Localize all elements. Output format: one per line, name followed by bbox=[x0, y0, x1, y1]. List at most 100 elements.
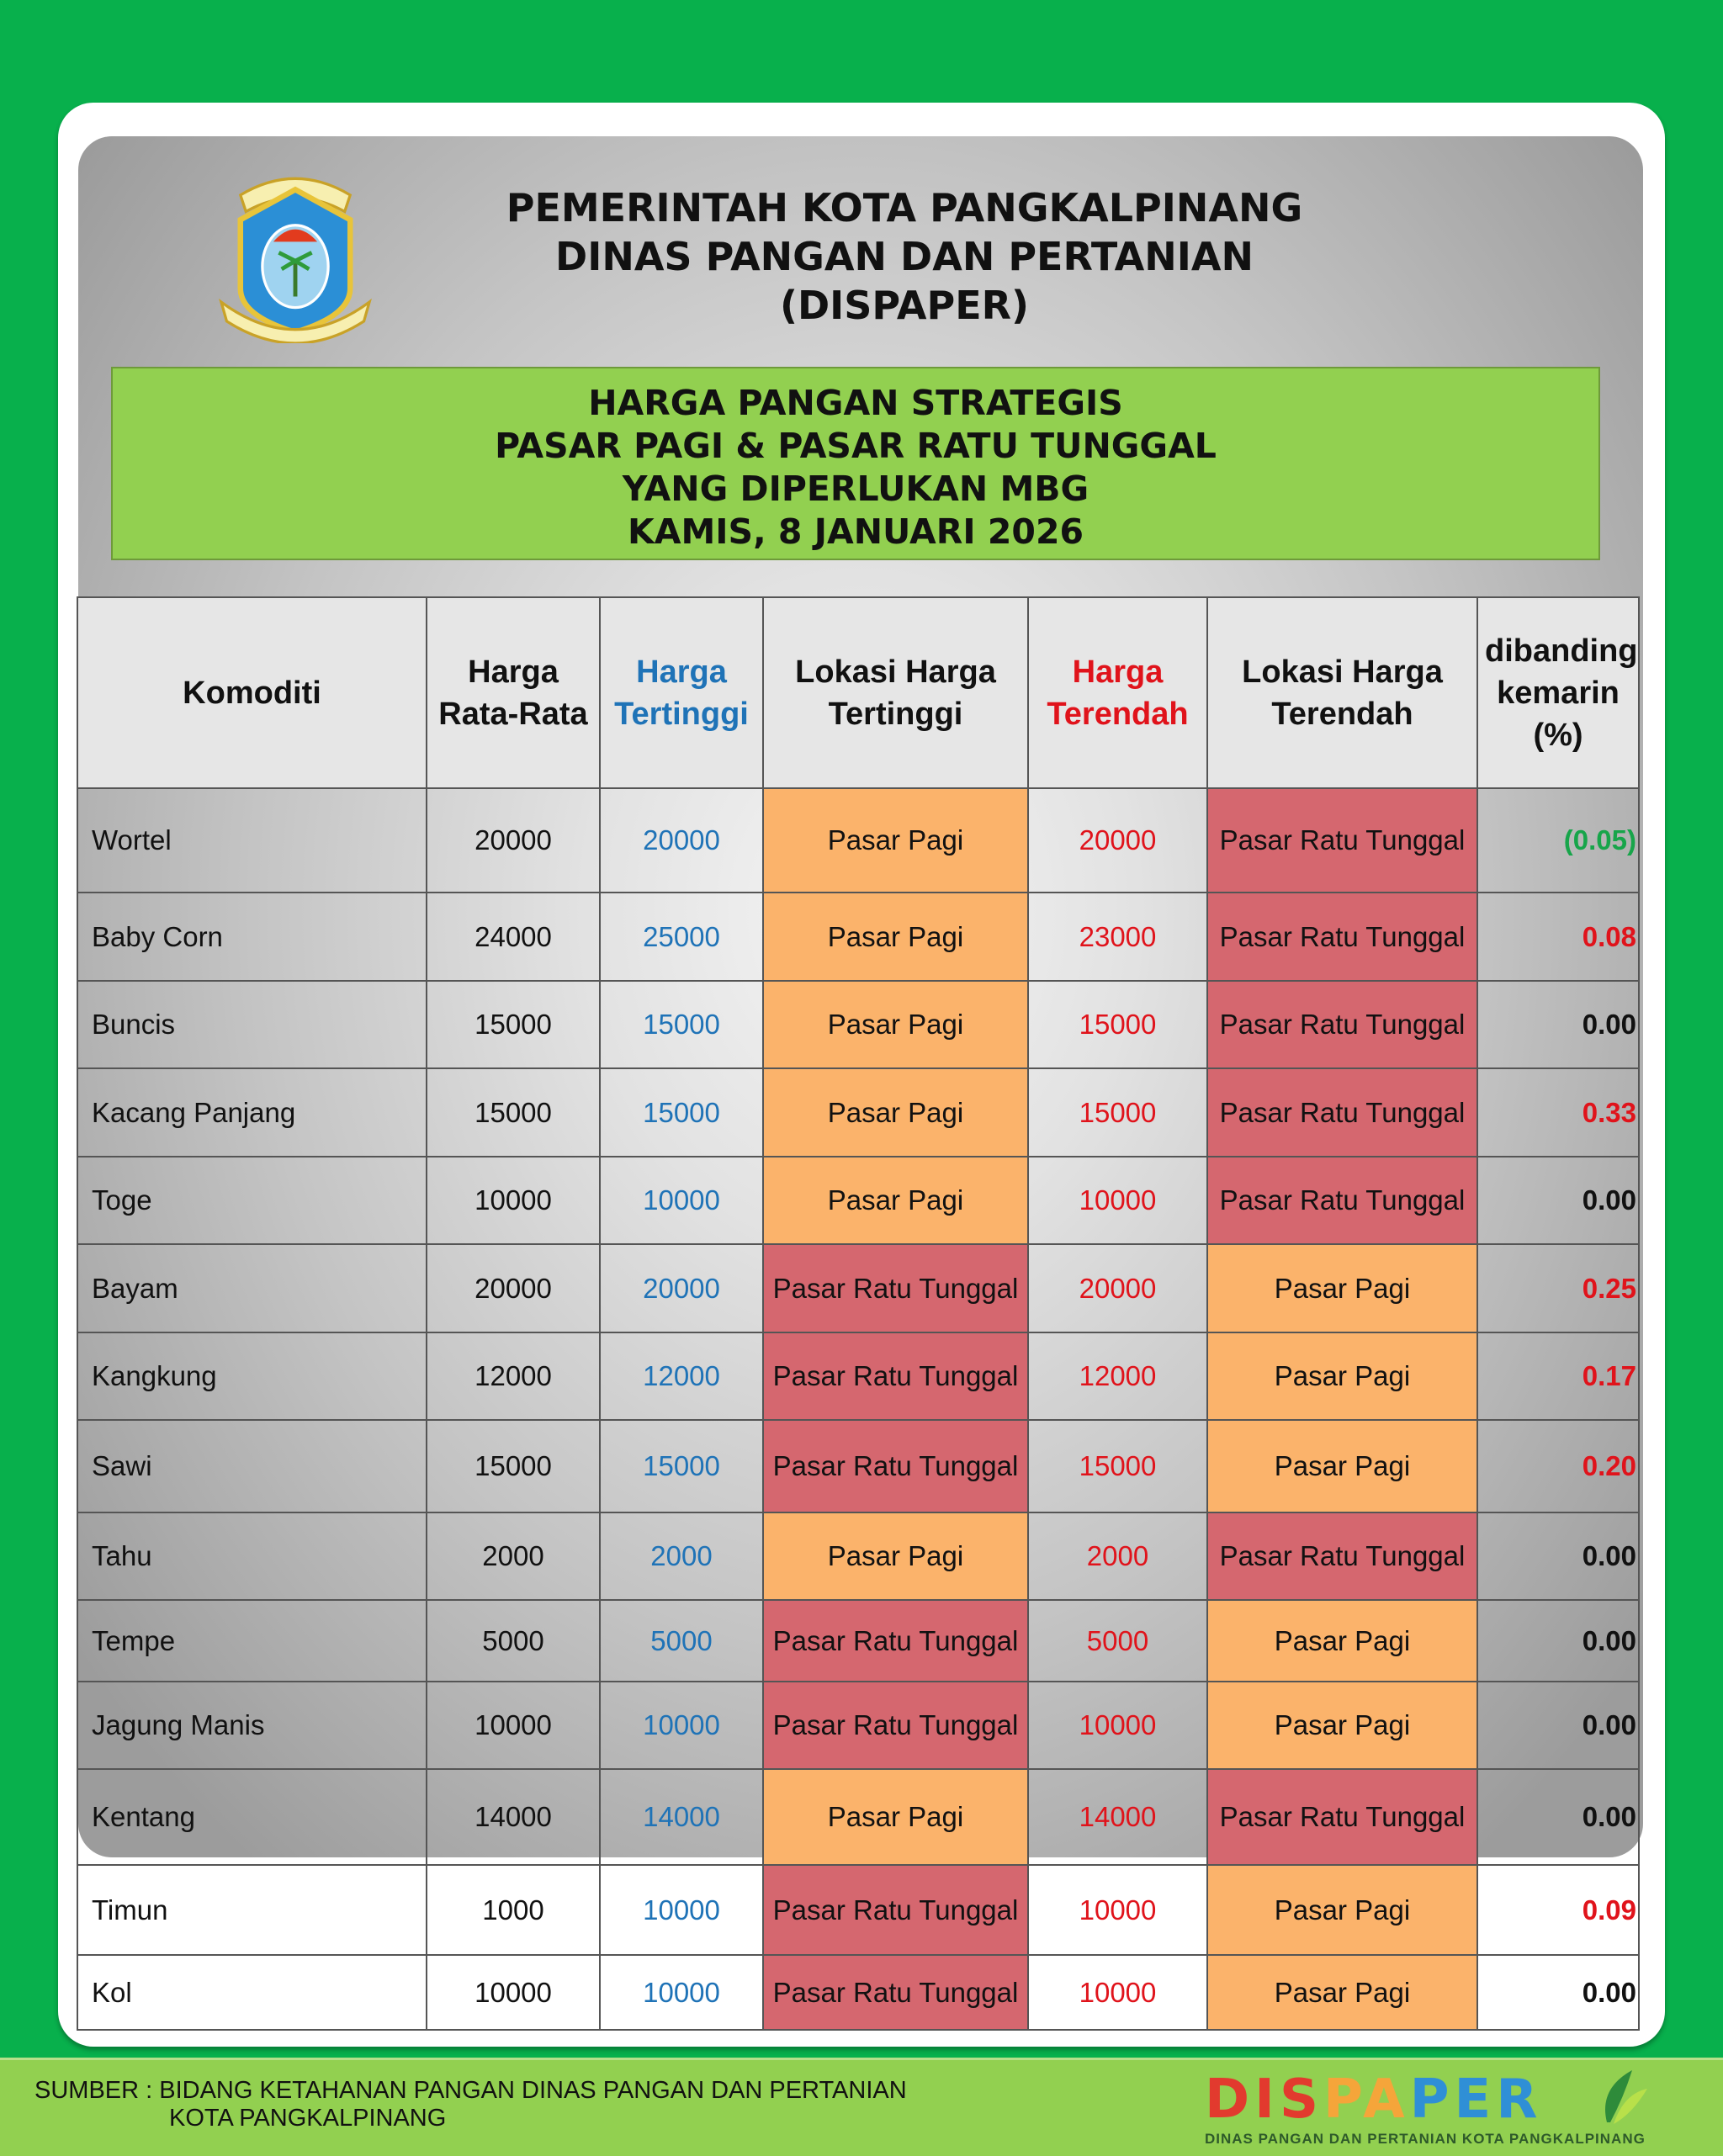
wordmark-letter: P bbox=[1409, 2069, 1455, 2131]
highest-price-location: Pasar Pagi bbox=[762, 892, 1029, 982]
office-title: PEMERINTAH KOTA PANGKALPINANG DINAS PANG… bbox=[395, 183, 1413, 330]
highest-price-location: Pasar Ratu Tunggal bbox=[762, 1864, 1029, 1956]
average-price: 1000 bbox=[426, 1864, 601, 1956]
table-header-row: Komoditi Harga Rata-Rata Harga Tertinggi… bbox=[77, 596, 1640, 789]
header-harga-terendah: Harga Terendah bbox=[1027, 596, 1208, 789]
highest-price-location: Pasar Ratu Tunggal bbox=[762, 1332, 1029, 1421]
commodity-name: Kol bbox=[77, 1954, 427, 2031]
lowest-price-location: Pasar Pagi bbox=[1206, 1864, 1478, 1956]
average-price: 15000 bbox=[426, 980, 601, 1069]
lowest-price: 15000 bbox=[1027, 980, 1208, 1069]
table-row: Toge 10000 10000 Pasar Pagi 10000 Pasar Ratu … bbox=[77, 1156, 1640, 1245]
header-komoditi: Komoditi bbox=[77, 596, 427, 789]
average-price: 14000 bbox=[426, 1768, 601, 1866]
table-row: Bayam 20000 20000 Pasar Ratu Tunggal 20000 Pa… bbox=[77, 1243, 1640, 1333]
highest-price-location: Pasar Ratu Tunggal bbox=[762, 1954, 1029, 2031]
change-vs-yesterday: 0.17 bbox=[1476, 1332, 1640, 1421]
commodity-name: Kentang bbox=[77, 1768, 427, 1866]
change-vs-yesterday: 0.00 bbox=[1476, 980, 1640, 1069]
lowest-price-location: Pasar Pagi bbox=[1206, 1681, 1478, 1770]
average-price: 12000 bbox=[426, 1332, 601, 1421]
average-price: 15000 bbox=[426, 1419, 601, 1513]
lowest-price-location: Pasar Pagi bbox=[1206, 1599, 1478, 1682]
price-table: Komoditi Harga Rata-Rata Harga Tertinggi… bbox=[77, 596, 1640, 2031]
table-row: Wortel 20000 20000 Pasar Pagi 20000 Pasar Rat… bbox=[77, 787, 1640, 893]
average-price: 24000 bbox=[426, 892, 601, 982]
commodity-name: Tempe bbox=[77, 1599, 427, 1682]
average-price: 10000 bbox=[426, 1156, 601, 1245]
lowest-price: 23000 bbox=[1027, 892, 1208, 982]
header-harga-tertinggi: Harga Tertinggi bbox=[599, 596, 764, 789]
change-vs-yesterday: 0.00 bbox=[1476, 1954, 1640, 2031]
highest-price-location: Pasar Pagi bbox=[762, 1512, 1029, 1601]
lowest-price-location: Pasar Ratu Tunggal bbox=[1206, 1512, 1478, 1601]
change-vs-yesterday: 0.25 bbox=[1476, 1243, 1640, 1333]
highest-price-location: Pasar Pagi bbox=[762, 1067, 1029, 1157]
change-vs-yesterday: (0.05) bbox=[1476, 787, 1640, 893]
lowest-price-location: Pasar Ratu Tunggal bbox=[1206, 787, 1478, 893]
lowest-price: 2000 bbox=[1027, 1512, 1208, 1601]
leaf-icon bbox=[1605, 2070, 1647, 2124]
change-vs-yesterday: 0.00 bbox=[1476, 1156, 1640, 1245]
table-row: Sawi 15000 15000 Pasar Ratu Tunggal 15000 Pas… bbox=[77, 1419, 1640, 1513]
average-price: 20000 bbox=[426, 1243, 601, 1333]
lowest-price: 15000 bbox=[1027, 1067, 1208, 1157]
banner-line: PASAR PAGI & PASAR RATU TUNGGAL bbox=[495, 426, 1217, 466]
lowest-price-location: Pasar Pagi bbox=[1206, 1954, 1478, 2031]
table-row: Timun 1000 10000 Pasar Ratu Tunggal 10000 Pas… bbox=[77, 1864, 1640, 1956]
highest-price-location: Pasar Pagi bbox=[762, 1768, 1029, 1866]
change-vs-yesterday: 0.00 bbox=[1476, 1512, 1640, 1601]
table-row: Kangkung 12000 12000 Pasar Ratu Tunggal 1200… bbox=[77, 1332, 1640, 1421]
average-price: 10000 bbox=[426, 1954, 601, 2031]
dispaper-subtitle: DINAS PANGAN DAN PERTANIAN KOTA PANGKALP… bbox=[1205, 2131, 1646, 2147]
highest-price: 25000 bbox=[599, 892, 764, 982]
average-price: 20000 bbox=[426, 787, 601, 893]
table-row: Tahu 2000 2000 Pasar Pagi 2000 Pasar Ratu Tun… bbox=[77, 1512, 1640, 1601]
source-line: SUMBER : BIDANG KETAHANAN PANGAN DINAS P… bbox=[34, 2077, 907, 2104]
highest-price: 10000 bbox=[599, 1864, 764, 1956]
dispaper-wordmark: DISPAPER bbox=[1205, 2070, 1543, 2129]
commodity-name: Wortel bbox=[77, 787, 427, 893]
highest-price: 15000 bbox=[599, 1067, 764, 1157]
header-dibanding-kemarin: dibanding kemarin (%) bbox=[1476, 596, 1640, 789]
footer: SUMBER : BIDANG KETAHANAN PANGAN DINAS P… bbox=[0, 2058, 1723, 2156]
lowest-price: 20000 bbox=[1027, 1243, 1208, 1333]
header-harga-rata-rata: Harga Rata-Rata bbox=[426, 596, 601, 789]
table-row: Kacang Panjang 15000 15000 Pasar Pagi 15000 P… bbox=[77, 1067, 1640, 1157]
highest-price: 20000 bbox=[599, 787, 764, 893]
title-line: (DISPAPER) bbox=[779, 283, 1030, 328]
table-row: Kentang 14000 14000 Pasar Pagi 14000 Pasar Ra… bbox=[77, 1768, 1640, 1866]
banner-date: KAMIS, 8 JANUARI 2026 bbox=[627, 511, 1084, 552]
highest-price: 15000 bbox=[599, 980, 764, 1069]
wordmark-letter: I bbox=[1254, 2069, 1280, 2131]
highest-price-location: Pasar Pagi bbox=[762, 980, 1029, 1069]
wordmark-letter: D bbox=[1205, 2069, 1255, 2131]
highest-price-location: Pasar Ratu Tunggal bbox=[762, 1599, 1029, 1682]
highest-price: 15000 bbox=[599, 1419, 764, 1513]
source-line: KOTA PANGKALPINANG bbox=[169, 2105, 447, 2132]
commodity-name: Timun bbox=[77, 1864, 427, 1956]
lowest-price-location: Pasar Ratu Tunggal bbox=[1206, 980, 1478, 1069]
title-line: DINAS PANGAN DAN PERTANIAN bbox=[555, 234, 1254, 279]
wordmark-letter: R bbox=[1496, 2069, 1543, 2131]
dispaper-logo: DISPAPER DINAS PANGAN DAN PERTANIAN KOTA… bbox=[1203, 2070, 1649, 2150]
wordmark-letter: E bbox=[1454, 2069, 1497, 2131]
commodity-name: Kangkung bbox=[77, 1332, 427, 1421]
lowest-price: 10000 bbox=[1027, 1156, 1208, 1245]
highest-price-location: Pasar Ratu Tunggal bbox=[762, 1681, 1029, 1770]
lowest-price-location: Pasar Pagi bbox=[1206, 1243, 1478, 1333]
highest-price-location: Pasar Ratu Tunggal bbox=[762, 1243, 1029, 1333]
highest-price: 5000 bbox=[599, 1599, 764, 1682]
lowest-price: 5000 bbox=[1027, 1599, 1208, 1682]
commodity-name: Toge bbox=[77, 1156, 427, 1245]
highest-price-location: Pasar Ratu Tunggal bbox=[762, 1419, 1029, 1513]
report-banner: HARGA PANGAN STRATEGIS PASAR PAGI & PASA… bbox=[111, 367, 1600, 560]
table-row: Jagung Manis 10000 10000 Pasar Ratu Tunggal… bbox=[77, 1681, 1640, 1770]
average-price: 5000 bbox=[426, 1599, 601, 1682]
highest-price-location: Pasar Pagi bbox=[762, 787, 1029, 893]
highest-price: 10000 bbox=[599, 1681, 764, 1770]
header-lokasi-terendah: Lokasi Harga Terendah bbox=[1206, 596, 1478, 789]
city-emblem-logo bbox=[219, 177, 372, 343]
lowest-price: 10000 bbox=[1027, 1681, 1208, 1770]
commodity-name: Baby Corn bbox=[77, 892, 427, 982]
